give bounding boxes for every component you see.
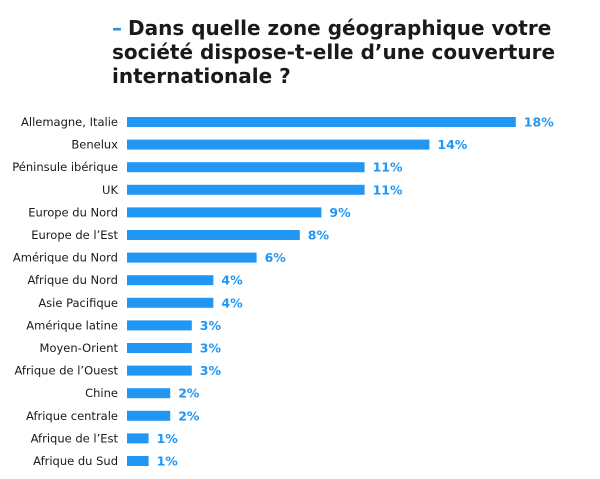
bar — [127, 297, 214, 308]
value-label: 9% — [329, 205, 351, 220]
category-label: Europe du Nord — [28, 205, 118, 219]
value-label: 8% — [308, 228, 330, 243]
bar — [127, 410, 171, 421]
category-label: Péninsule ibérique — [12, 160, 118, 174]
value-label: 14% — [437, 137, 467, 152]
value-label: 6% — [265, 250, 287, 265]
bar — [127, 252, 257, 263]
value-label: 3% — [200, 341, 222, 356]
bar — [127, 117, 516, 127]
category-label: Afrique centrale — [26, 409, 118, 423]
bar — [127, 184, 365, 195]
bar — [127, 343, 192, 353]
bar — [127, 139, 430, 150]
bar — [127, 275, 214, 286]
category-label: Amérique latine — [26, 318, 118, 332]
category-label: Allemagne, Italie — [21, 115, 118, 129]
value-label: 2% — [178, 408, 200, 423]
bar — [127, 365, 192, 376]
bar — [127, 320, 192, 331]
value-label: 11% — [373, 182, 403, 197]
bar — [127, 230, 300, 240]
value-label: 18% — [524, 115, 554, 130]
bar — [127, 162, 365, 173]
category-label: Benelux — [71, 138, 118, 152]
value-label: 4% — [221, 295, 243, 310]
bar — [127, 388, 171, 399]
category-label: Afrique de l’Ouest — [14, 364, 118, 378]
category-label: UK — [102, 183, 118, 197]
value-label: 3% — [200, 363, 222, 378]
category-label: Amérique du Nord — [13, 251, 118, 265]
category-label: Afrique de l’Est — [31, 431, 119, 445]
category-label: Afrique du Nord — [28, 273, 118, 287]
value-label: 3% — [200, 318, 222, 333]
value-label: 2% — [178, 386, 200, 401]
bar — [127, 207, 322, 218]
chart-title-text: Dans quelle zone géographique votre soci… — [112, 16, 556, 88]
category-label: Chine — [85, 386, 118, 400]
value-label: 1% — [157, 431, 179, 446]
category-label: Moyen-Orient — [40, 341, 119, 355]
category-label: Asie Pacifique — [38, 296, 118, 310]
value-label: 1% — [157, 454, 179, 469]
value-label: 4% — [221, 273, 243, 288]
title-dash: – — [112, 16, 122, 40]
value-label: 11% — [373, 160, 403, 175]
chart-title: – Dans quelle zone géographique votre soc… — [112, 16, 582, 88]
category-label: Europe de l’Est — [31, 228, 118, 242]
category-label: Afrique du Sud — [33, 454, 118, 468]
bar — [127, 433, 149, 444]
bar — [127, 456, 149, 466]
